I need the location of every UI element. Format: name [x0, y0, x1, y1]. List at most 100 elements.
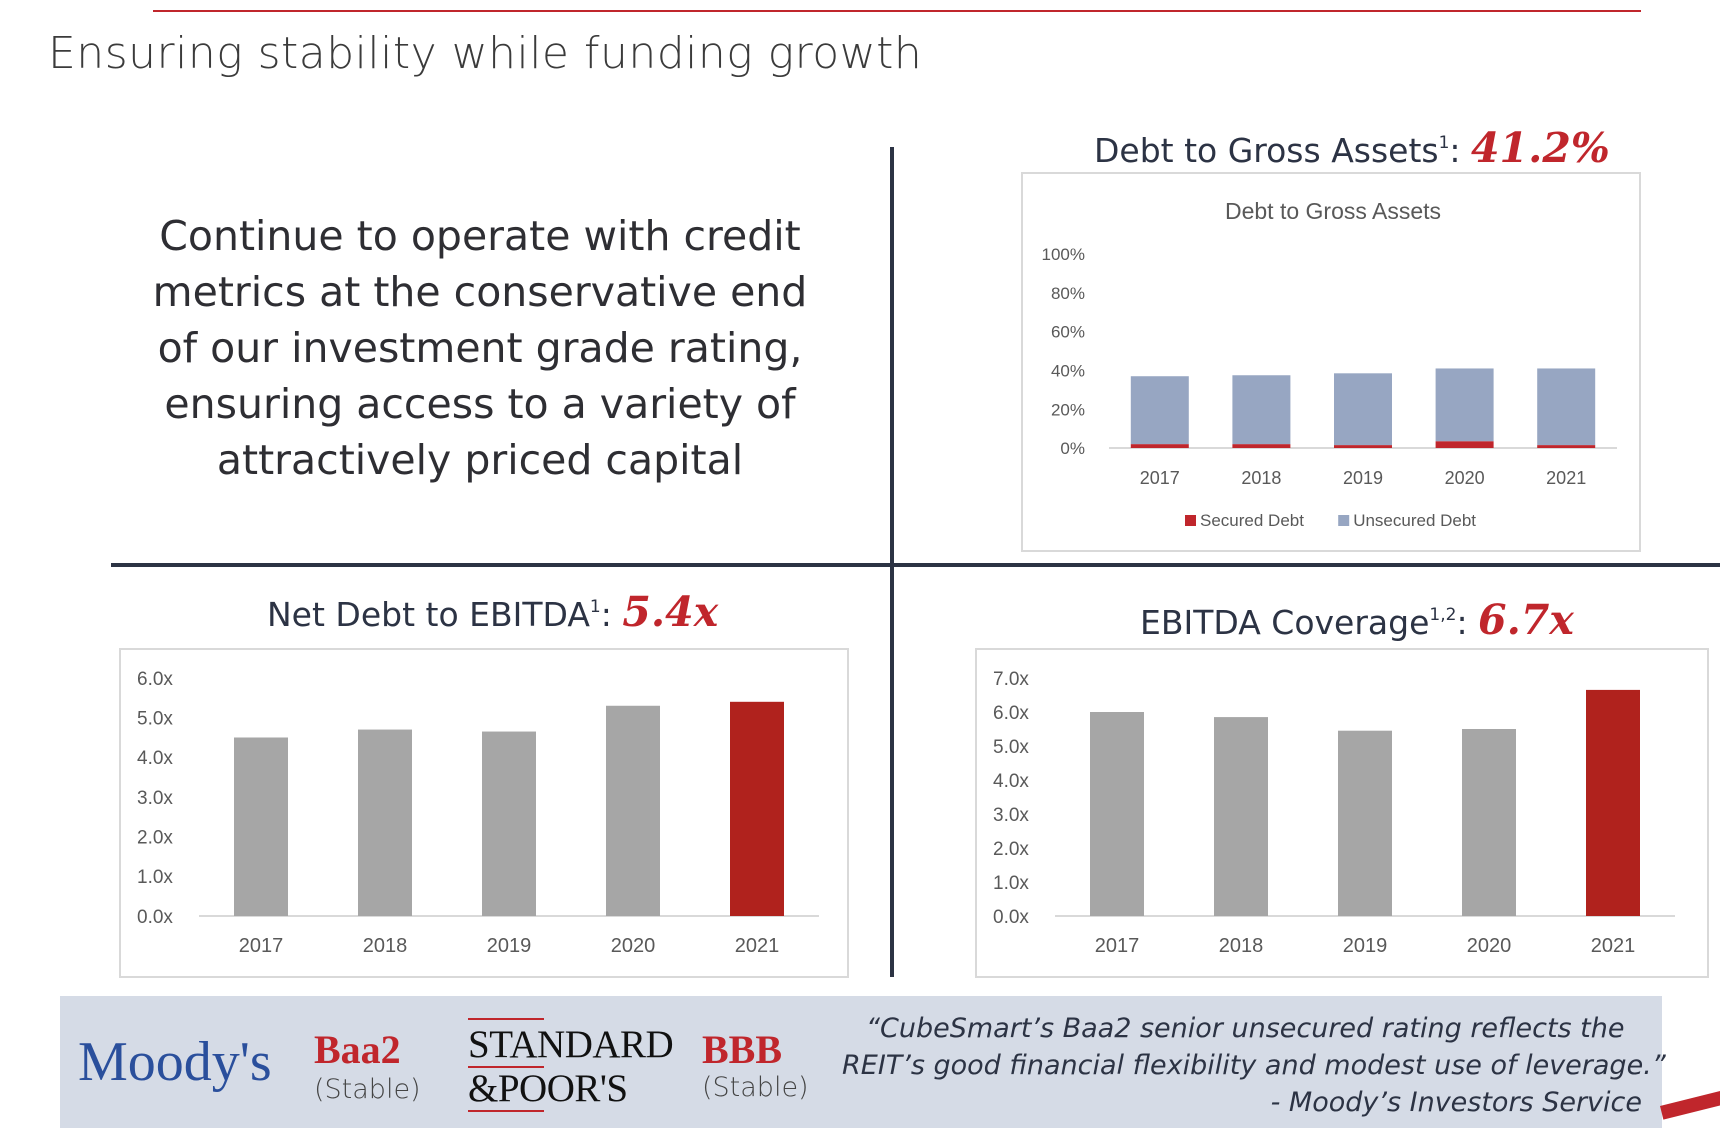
y-tick-label: 2.0x	[137, 828, 173, 849]
bar-secured-debt	[1537, 445, 1596, 448]
x-tick-label: 2019	[487, 935, 532, 957]
x-tick-label: 2018	[1241, 468, 1281, 488]
statement-line: ensuring access to a variety of	[164, 380, 796, 428]
horizontal-divider	[111, 563, 1720, 567]
page-title: Ensuring stability while funding growth	[48, 28, 923, 79]
ratings-footer	[60, 996, 1662, 1128]
footnote-marker: 1,2	[1429, 605, 1457, 625]
bar	[730, 701, 784, 916]
y-tick-label: 4.0x	[993, 771, 1029, 792]
bar	[606, 705, 660, 916]
moodys-quote: “CubeSmart’s Baa2 senior unsecured ratin…	[842, 1010, 1666, 1121]
metric-value: 41.2%	[1471, 124, 1610, 172]
y-tick-label: 60%	[1051, 323, 1085, 342]
metric-label: Net Debt to EBITDA	[267, 595, 590, 634]
y-tick-label: 1.0x	[993, 873, 1029, 894]
y-tick-label: 0%	[1060, 439, 1085, 458]
vertical-divider	[890, 147, 894, 977]
corner-accent	[1660, 1086, 1720, 1120]
x-tick-label: 2019	[1343, 468, 1383, 488]
y-tick-label: 4.0x	[137, 748, 173, 769]
ebitda-coverage-chart: 0.0x 1.0x 2.0x 3.0x 4.0x 5.0x 6.0x 7.0x 2017 2018…	[975, 648, 1709, 978]
x-tick-label: 2020	[1467, 935, 1512, 957]
bar	[1338, 730, 1392, 916]
x-tick-label: 2021	[1546, 468, 1586, 488]
y-tick-label: 6.0x	[137, 669, 173, 690]
quote-line: REIT’s good financial flexibility and mo…	[842, 1050, 1666, 1081]
statement-line: metrics at the conservative end	[152, 268, 808, 316]
x-tick-label: 2021	[735, 935, 780, 957]
metric-label: Debt to Gross Assets	[1094, 131, 1439, 170]
y-tick-label: 6.0x	[993, 703, 1029, 724]
net-debt-ebitda-svg: 0.0x 1.0x 2.0x 3.0x 4.0x 5.0x 6.0x 2017 2018 2019…	[137, 669, 819, 957]
y-tick-label: 3.0x	[993, 805, 1029, 826]
x-tick-label: 2017	[1095, 935, 1140, 957]
footnote-marker: 1	[1438, 133, 1450, 153]
bar	[1214, 717, 1268, 916]
bar	[358, 729, 412, 916]
y-tick-label: 0.0x	[137, 907, 173, 928]
sp-logo-rule	[468, 1110, 544, 1112]
debt-to-gross-chart: Debt to Gross Assets 0% 20% 40% 60% 80% 100% 20…	[1021, 172, 1641, 552]
chart-title: Debt to Gross Assets	[1225, 198, 1441, 224]
legend-swatch	[1185, 515, 1196, 526]
sp-logo: STANDARD &POOR'S	[468, 1018, 674, 1112]
top-rule	[153, 10, 1641, 12]
moodys-outlook: (Stable)	[314, 1074, 421, 1105]
bar-secured-debt	[1130, 444, 1189, 448]
legend-swatch	[1338, 515, 1350, 526]
footnote-marker: 1	[589, 597, 601, 617]
debt-to-gross-svg: Debt to Gross Assets 0% 20% 40% 60% 80% 100% 20…	[1042, 198, 1617, 530]
legend-label: Unsecured Debt	[1353, 511, 1476, 530]
debt-to-gross-heading: Debt to Gross Assets1: 41.2%	[1094, 124, 1610, 172]
net-debt-ebitda-heading: Net Debt to EBITDA1: 5.4x	[267, 588, 719, 636]
x-tick-label: 2021	[1591, 935, 1636, 957]
sp-logo-rule	[468, 1018, 544, 1020]
sp-logo-line1: STANDARD	[468, 1023, 674, 1066]
moodys-logo-text: Moody's	[78, 1031, 272, 1093]
x-tick-label: 2018	[1219, 935, 1264, 957]
sp-logo-rule	[468, 1066, 544, 1068]
x-tick-label: 2017	[239, 935, 284, 957]
metric-label: EBITDA Coverage	[1140, 603, 1430, 642]
quote-attribution: - Moody’s Investors Service	[1270, 1087, 1642, 1118]
statement-line: attractively priced capital	[216, 436, 744, 484]
x-tick-label: 2020	[1445, 468, 1485, 488]
bar-unsecured-debt	[1232, 375, 1291, 445]
bar-secured-debt	[1435, 441, 1494, 448]
moodys-logo: Moody's	[78, 1030, 272, 1094]
y-tick-label: 80%	[1051, 284, 1085, 303]
ebitda-coverage-heading: EBITDA Coverage1,2: 6.7x	[1140, 596, 1574, 644]
bar-secured-debt	[1334, 445, 1392, 448]
quote-line: “CubeSmart’s Baa2 senior unsecured ratin…	[866, 1013, 1625, 1044]
credit-statement: Continue to operate with credit metrics …	[120, 208, 840, 488]
y-tick-label: 5.0x	[137, 709, 173, 730]
bar-unsecured-debt	[1537, 368, 1596, 446]
metric-value: 6.7x	[1478, 596, 1574, 644]
bar-secured-debt	[1232, 444, 1291, 448]
bar-unsecured-debt	[1334, 373, 1392, 446]
y-tick-label: 7.0x	[993, 669, 1029, 690]
statement-line: Continue to operate with credit	[159, 212, 801, 260]
metric-value: 5.4x	[622, 588, 719, 636]
sp-logo-line2: &POOR'S	[468, 1067, 628, 1110]
y-tick-label: 100%	[1042, 245, 1085, 264]
y-tick-label: 40%	[1051, 362, 1085, 381]
y-tick-label: 2.0x	[993, 839, 1029, 860]
sp-rating: BBB	[702, 1027, 783, 1072]
y-tick-label: 1.0x	[137, 867, 173, 888]
bar-unsecured-debt	[1130, 376, 1189, 445]
y-tick-label: 0.0x	[993, 907, 1029, 928]
bar-unsecured-debt	[1435, 368, 1494, 442]
bar	[1586, 689, 1640, 916]
net-debt-ebitda-chart: 0.0x 1.0x 2.0x 3.0x 4.0x 5.0x 6.0x 2017 2018 2019…	[119, 648, 849, 978]
bar	[482, 731, 536, 916]
x-tick-label: 2017	[1140, 468, 1180, 488]
ebitda-coverage-svg: 0.0x 1.0x 2.0x 3.0x 4.0x 5.0x 6.0x 7.0x 2017 2018…	[993, 669, 1675, 957]
bar	[234, 737, 288, 916]
y-tick-label: 20%	[1051, 400, 1085, 419]
y-tick-label: 3.0x	[137, 788, 173, 809]
bar	[1462, 729, 1516, 916]
y-tick-label: 5.0x	[993, 737, 1029, 758]
bar	[1090, 712, 1144, 916]
